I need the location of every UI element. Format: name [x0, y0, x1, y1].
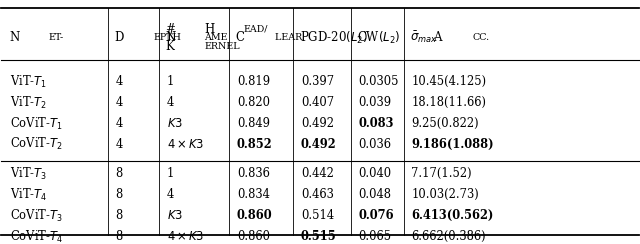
- Text: 10.45(4.125): 10.45(4.125): [412, 75, 486, 88]
- Text: ViT-$T_1$: ViT-$T_1$: [10, 73, 47, 90]
- Text: AME: AME: [204, 33, 228, 42]
- Text: N: N: [9, 31, 19, 44]
- Text: 8: 8: [116, 188, 123, 201]
- Text: 0.463: 0.463: [301, 188, 333, 201]
- Text: #: #: [166, 23, 175, 36]
- Text: 0.065: 0.065: [358, 230, 392, 243]
- Text: 4: 4: [116, 96, 123, 109]
- Text: 1: 1: [167, 75, 174, 88]
- Text: $\bar{\sigma}_{max}$: $\bar{\sigma}_{max}$: [410, 30, 438, 45]
- Text: 6.413(0.562): 6.413(0.562): [412, 209, 493, 222]
- Text: ViT-$T_2$: ViT-$T_2$: [10, 94, 47, 111]
- Text: 0.040: 0.040: [358, 167, 392, 180]
- Text: ET-: ET-: [48, 33, 63, 42]
- Text: 4: 4: [116, 117, 123, 130]
- Text: A: A: [433, 31, 442, 44]
- Text: 8: 8: [116, 230, 123, 243]
- Text: CW$(L_2)$: CW$(L_2)$: [357, 30, 401, 46]
- Text: 18.18(11.66): 18.18(11.66): [412, 96, 486, 109]
- Text: 6.662(0.386): 6.662(0.386): [412, 230, 486, 243]
- Text: ERNEL: ERNEL: [205, 42, 240, 51]
- Text: D: D: [115, 31, 124, 44]
- Text: 0.492: 0.492: [301, 138, 337, 151]
- Text: 0.0305: 0.0305: [358, 75, 399, 88]
- Text: LEAR: LEAR: [275, 33, 305, 42]
- Text: 0.820: 0.820: [237, 96, 270, 109]
- Text: K: K: [166, 40, 174, 53]
- Text: $4 \times K3$: $4 \times K3$: [167, 138, 204, 151]
- Text: 8: 8: [116, 167, 123, 180]
- Text: 0.492: 0.492: [301, 117, 334, 130]
- Text: 0.036: 0.036: [358, 138, 391, 151]
- Text: $K3$: $K3$: [167, 209, 183, 222]
- Text: 0.407: 0.407: [301, 96, 334, 109]
- Text: 0.442: 0.442: [301, 167, 333, 180]
- Text: 0.860: 0.860: [237, 230, 270, 243]
- Text: CoViT-$T_4$: CoViT-$T_4$: [10, 229, 63, 244]
- Text: 9.25(0.822): 9.25(0.822): [412, 117, 479, 130]
- Text: CoViT-$T_3$: CoViT-$T_3$: [10, 208, 63, 224]
- Text: 0.860: 0.860: [237, 209, 273, 222]
- Text: 8: 8: [116, 209, 123, 222]
- Text: 7.17(1.52): 7.17(1.52): [412, 167, 472, 180]
- Text: CoViT-$T_2$: CoViT-$T_2$: [10, 136, 63, 152]
- Text: 0.515: 0.515: [301, 230, 337, 243]
- Text: 4: 4: [116, 75, 123, 88]
- Text: 4: 4: [116, 138, 123, 151]
- Text: H: H: [205, 23, 215, 36]
- Text: 0.836: 0.836: [237, 167, 270, 180]
- Text: 0.849: 0.849: [237, 117, 270, 130]
- Text: $4 \times K3$: $4 \times K3$: [167, 230, 204, 243]
- Text: EPTH: EPTH: [154, 33, 181, 42]
- Text: 4: 4: [167, 96, 174, 109]
- Text: ViT-$T_4$: ViT-$T_4$: [10, 187, 47, 203]
- Text: 0.076: 0.076: [358, 209, 394, 222]
- Text: EAD/: EAD/: [244, 25, 268, 34]
- Text: CC.: CC.: [472, 33, 489, 42]
- Text: 1: 1: [167, 167, 174, 180]
- Text: PGD-20$(L_2)$: PGD-20$(L_2)$: [300, 30, 367, 46]
- Text: 0.514: 0.514: [301, 209, 334, 222]
- Text: 0.039: 0.039: [358, 96, 392, 109]
- Text: CoViT-$T_1$: CoViT-$T_1$: [10, 115, 63, 132]
- Text: $K3$: $K3$: [167, 117, 183, 130]
- Text: 0.834: 0.834: [237, 188, 270, 201]
- Text: 0.048: 0.048: [358, 188, 391, 201]
- Text: 4: 4: [167, 188, 174, 201]
- Text: 0.397: 0.397: [301, 75, 334, 88]
- Text: 0.819: 0.819: [237, 75, 270, 88]
- Text: 0.083: 0.083: [358, 117, 394, 130]
- Text: C: C: [236, 31, 244, 44]
- Text: ViT-$T_3$: ViT-$T_3$: [10, 166, 47, 182]
- Text: N: N: [165, 31, 175, 44]
- Text: 9.186(1.088): 9.186(1.088): [412, 138, 494, 151]
- Text: 0.852: 0.852: [237, 138, 273, 151]
- Text: 10.03(2.73): 10.03(2.73): [412, 188, 479, 201]
